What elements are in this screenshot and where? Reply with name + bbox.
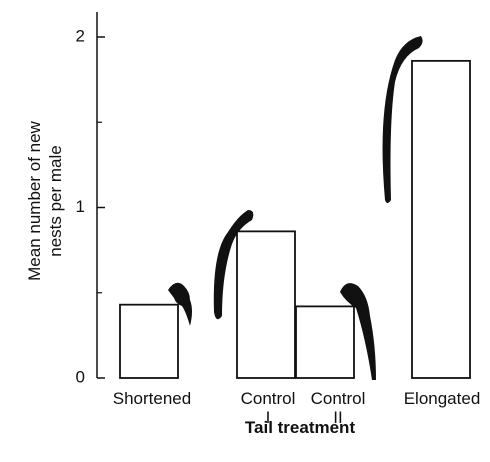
bar <box>236 230 296 379</box>
x-tick-label: Control II <box>310 389 366 427</box>
y-tick-label: 2 <box>76 26 85 45</box>
bird-elongated <box>382 36 423 203</box>
bar <box>295 305 355 379</box>
bird-shortened <box>168 282 192 326</box>
bird-control-ii <box>340 283 376 380</box>
bar <box>411 59 471 379</box>
x-tick-label: Control I <box>240 389 296 427</box>
x-axis-title: Tail treatment <box>244 418 356 437</box>
x-tick-label: Elongated <box>403 389 481 408</box>
bird-silhouettes <box>168 36 423 380</box>
x-tick-label: Shortened <box>112 389 192 408</box>
y-tick-label: 0 <box>76 367 85 386</box>
bird-control-i <box>213 210 254 320</box>
y-axis-title: Mean number of new nests per male <box>25 121 65 281</box>
bar <box>119 303 179 379</box>
y-tick-label: 1 <box>76 197 85 216</box>
